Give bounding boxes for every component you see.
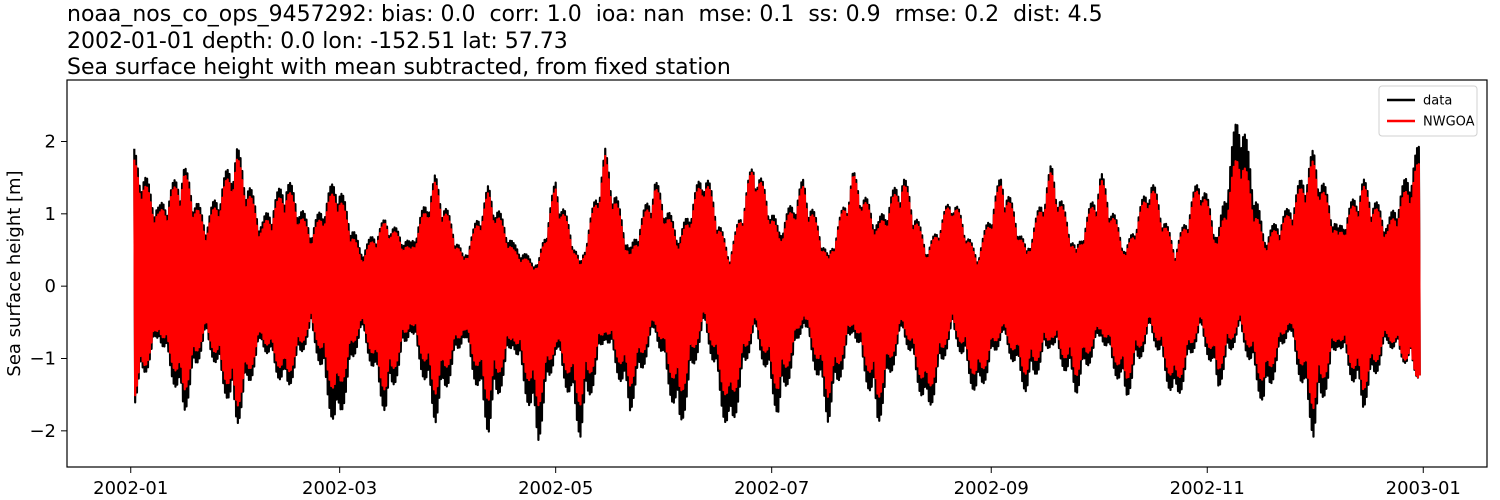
y-tick-label: −1 bbox=[29, 348, 56, 369]
y-tick-label: 1 bbox=[45, 204, 56, 225]
y-axis: 2 1 0 −1 −2 bbox=[29, 131, 67, 442]
legend-label-data: data bbox=[1423, 94, 1452, 109]
plot-area bbox=[133, 123, 1421, 442]
chart-title-location: 2002-01-01 depth: 0.0 lon: -152.51 lat: … bbox=[67, 29, 568, 54]
series-line-NWGOA bbox=[133, 154, 1421, 410]
x-tick-label: 2002-09 bbox=[954, 478, 1029, 499]
x-tick-label: 2003-01 bbox=[1386, 478, 1461, 499]
legend-box bbox=[1378, 85, 1478, 137]
x-tick-label: 2002-03 bbox=[302, 478, 377, 499]
x-tick-label: 2002-07 bbox=[734, 478, 809, 499]
y-axis-label: Sea surface height [m] bbox=[4, 170, 25, 376]
chart-title-stats: noaa_nos_co_ops_9457292: bias: 0.0 corr:… bbox=[67, 2, 1103, 27]
chart-title-description: Sea surface height with mean subtracted,… bbox=[67, 55, 731, 80]
x-axis: 2002-01 2002-03 2002-05 2002-07 2002-09 2002-… bbox=[93, 467, 1461, 499]
y-tick-label: 2 bbox=[45, 131, 56, 152]
legend-label-NWGOA: NWGOA bbox=[1423, 115, 1475, 130]
x-tick-label: 2002-01 bbox=[93, 478, 168, 499]
y-tick-label: −2 bbox=[29, 421, 56, 442]
x-tick-label: 2002-11 bbox=[1170, 478, 1245, 499]
plot-frame bbox=[66, 79, 1488, 468]
y-tick-label: 0 bbox=[45, 276, 56, 297]
x-tick-label: 2002-05 bbox=[518, 478, 593, 499]
legend: data NWGOA bbox=[1378, 85, 1478, 137]
